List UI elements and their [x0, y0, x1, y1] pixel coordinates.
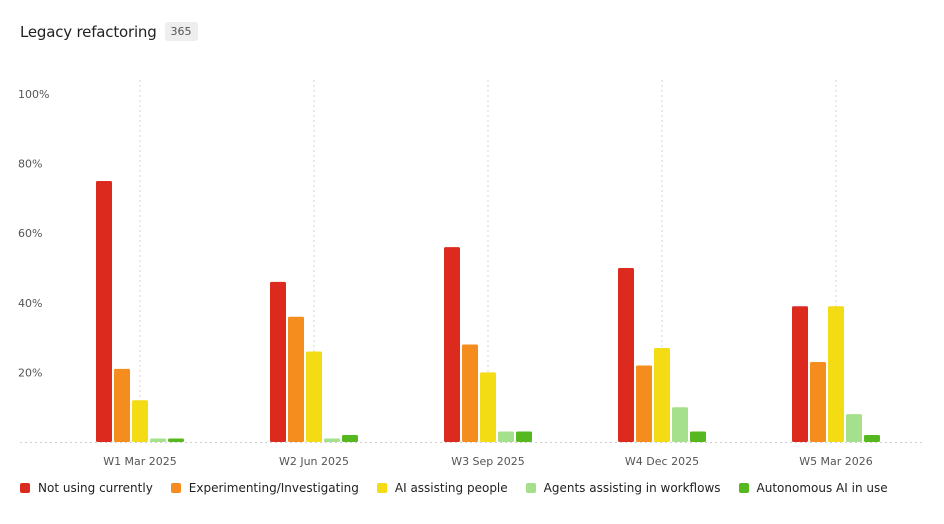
- legend-item[interactable]: AI assisting people: [376, 481, 508, 495]
- legend-label: Not using currently: [38, 481, 153, 495]
- bar-chart: 20% 40% 60% 80% 100% W1 Mar 2025 W2 Jun 2025 W3…: [18, 80, 922, 468]
- bar: [846, 414, 862, 442]
- x-tick-label: W3 Sep 2025: [451, 455, 525, 468]
- bar: [480, 372, 496, 442]
- bar: [654, 348, 670, 442]
- bar: [114, 368, 130, 442]
- bar: [288, 316, 304, 442]
- legend-swatch: [170, 483, 181, 493]
- bar: [810, 361, 826, 442]
- y-tick-label: 20%: [18, 366, 42, 379]
- bar: [690, 431, 706, 442]
- x-tick-label: W1 Mar 2025: [103, 455, 177, 468]
- chart-header: Legacy refactoring 365: [20, 22, 198, 41]
- count-badge: 365: [164, 22, 198, 41]
- bar: [828, 306, 844, 442]
- x-tick-label: W2 Jun 2025: [279, 455, 349, 468]
- bar: [150, 438, 166, 442]
- bar: [168, 438, 184, 442]
- bar: [462, 344, 478, 442]
- bar: [132, 400, 148, 442]
- bar: [618, 268, 634, 442]
- legend-label: AI assisting people: [394, 481, 508, 495]
- x-tick-label: W5 Mar 2026: [799, 455, 873, 468]
- y-tick-label: 60%: [18, 227, 42, 240]
- bar: [444, 247, 460, 442]
- bar: [96, 181, 112, 442]
- bar: [270, 281, 286, 442]
- bar: [324, 438, 340, 442]
- legend-swatch: [376, 483, 387, 493]
- bar: [792, 306, 808, 442]
- y-tick-label: 40%: [18, 297, 42, 310]
- chart-title: Legacy refactoring: [20, 22, 157, 41]
- legend-label: Autonomous AI in use: [756, 481, 888, 495]
- bar: [672, 407, 688, 442]
- legend-label: Agents assisting in workflows: [543, 481, 721, 495]
- legend-item[interactable]: Experimenting/Investigating: [170, 481, 359, 495]
- y-tick-label: 100%: [18, 88, 49, 101]
- legend-item[interactable]: Not using currently: [20, 481, 153, 495]
- bar: [516, 431, 532, 442]
- x-tick-label: W4 Dec 2025: [625, 455, 699, 468]
- legend-item[interactable]: Agents assisting in workflows: [525, 481, 721, 495]
- bar: [306, 351, 322, 442]
- legend-swatch: [738, 483, 749, 493]
- y-tick-label: 80%: [18, 158, 42, 171]
- legend-item[interactable]: Autonomous AI in use: [738, 481, 888, 495]
- bar: [636, 365, 652, 442]
- legend-swatch: [525, 483, 536, 493]
- legend-swatch: [20, 483, 30, 493]
- bar: [342, 435, 358, 442]
- bar: [864, 435, 880, 442]
- legend-label: Experimenting/Investigating: [188, 481, 359, 495]
- chart-legend: Not using currently Experimenting/Investi…: [20, 481, 906, 495]
- bar: [498, 431, 514, 442]
